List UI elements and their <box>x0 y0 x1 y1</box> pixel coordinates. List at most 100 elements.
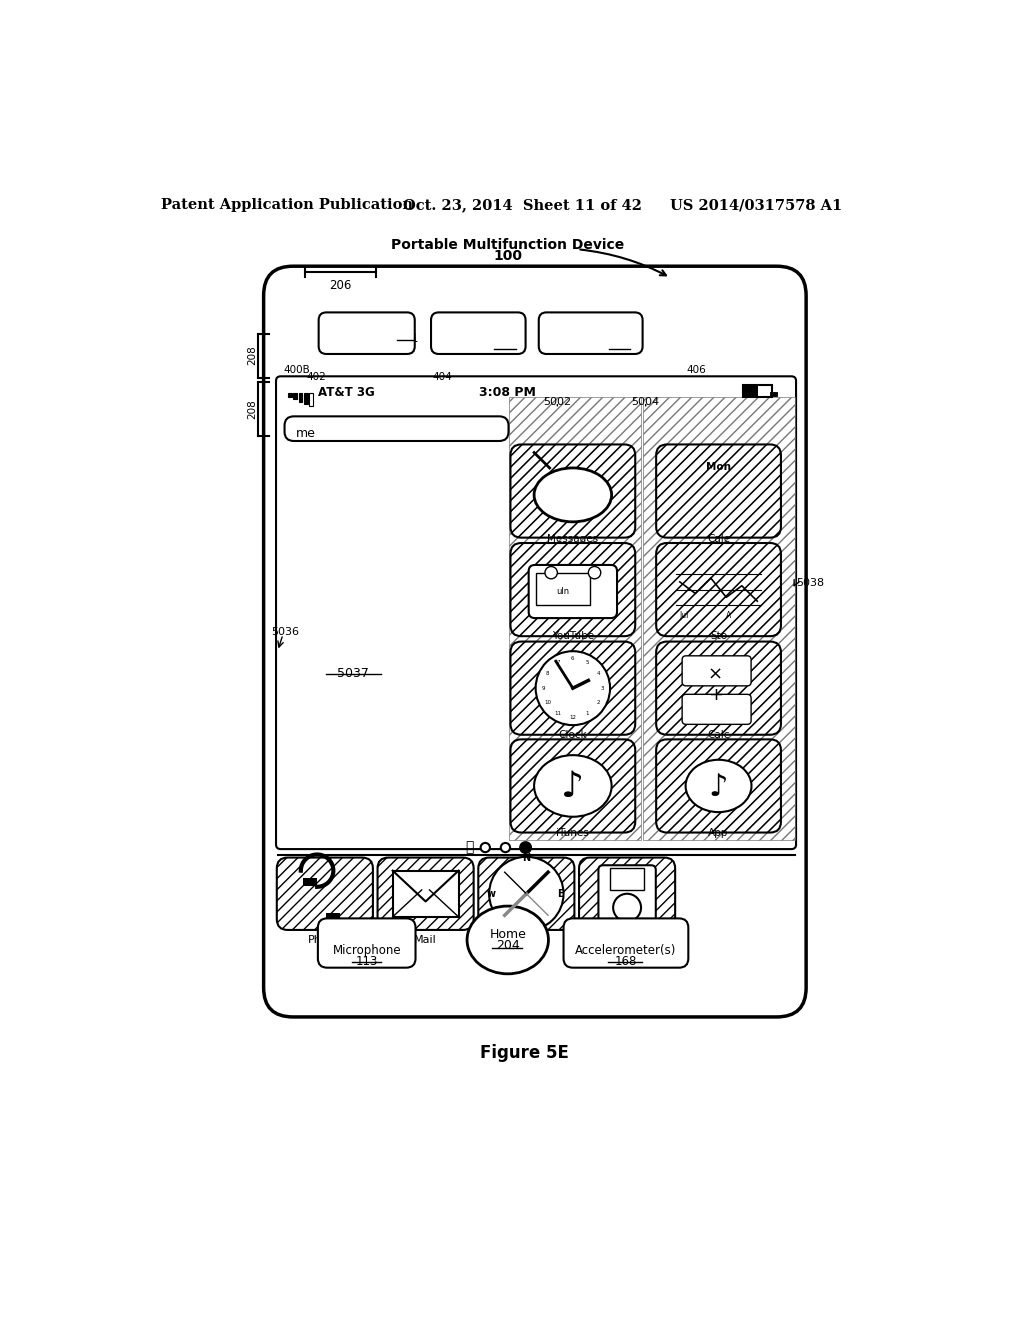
Text: 166: 166 <box>620 339 642 352</box>
Text: N: N <box>522 853 530 863</box>
FancyBboxPatch shape <box>682 694 751 725</box>
Ellipse shape <box>467 906 549 974</box>
Text: iTunes: iTunes <box>556 829 589 838</box>
Text: Safari: Safari <box>510 936 543 945</box>
Text: App: App <box>709 829 729 838</box>
Circle shape <box>489 857 563 931</box>
Text: YouTube: YouTube <box>552 631 594 642</box>
Text: Sensor: Sensor <box>568 339 612 352</box>
Text: 402: 402 <box>306 372 326 383</box>
Text: 204: 204 <box>496 940 519 952</box>
Text: Mail: Mail <box>415 936 437 945</box>
Text: E: E <box>557 888 564 899</box>
FancyBboxPatch shape <box>431 313 525 354</box>
Circle shape <box>613 894 641 921</box>
Text: ⌕: ⌕ <box>465 841 473 854</box>
Bar <box>309 393 313 407</box>
Text: 5038: 5038 <box>796 578 824 587</box>
Ellipse shape <box>686 760 752 812</box>
Text: Oct. 23, 2014  Sheet 11 of 42: Oct. 23, 2014 Sheet 11 of 42 <box>403 198 642 213</box>
Text: 168: 168 <box>614 954 637 968</box>
FancyBboxPatch shape <box>528 565 617 618</box>
Circle shape <box>520 842 531 853</box>
Text: 3:08 PM: 3:08 PM <box>479 387 537 400</box>
Text: 1: 1 <box>586 711 590 715</box>
Text: Figure 5E: Figure 5E <box>480 1044 569 1061</box>
Circle shape <box>545 566 557 578</box>
Text: 6: 6 <box>571 656 574 661</box>
Text: 404: 404 <box>432 372 453 383</box>
Circle shape <box>480 843 489 853</box>
Text: 7: 7 <box>556 660 560 665</box>
Text: iPod: iPod <box>615 936 639 945</box>
Bar <box>610 869 644 890</box>
FancyBboxPatch shape <box>285 416 509 441</box>
Text: Microphone: Microphone <box>333 944 401 957</box>
Text: ♪: ♪ <box>709 774 728 803</box>
FancyBboxPatch shape <box>263 267 806 1016</box>
Circle shape <box>589 566 601 578</box>
Circle shape <box>501 843 510 853</box>
Ellipse shape <box>535 755 611 817</box>
Text: 208: 208 <box>247 399 257 418</box>
Bar <box>304 393 308 404</box>
FancyBboxPatch shape <box>682 656 751 686</box>
Text: 5004: 5004 <box>632 397 659 407</box>
Bar <box>293 393 297 400</box>
Bar <box>327 913 340 921</box>
Text: ♪: ♪ <box>561 771 585 804</box>
FancyBboxPatch shape <box>598 866 655 929</box>
Text: Phone: Phone <box>307 936 342 945</box>
FancyBboxPatch shape <box>276 376 796 849</box>
Bar <box>742 385 772 397</box>
Text: 100: 100 <box>494 249 522 263</box>
Text: Calc: Calc <box>708 730 730 739</box>
Text: uln: uln <box>556 586 569 595</box>
Text: Sensor: Sensor <box>457 339 501 352</box>
Text: Optical: Optical <box>458 330 500 342</box>
Text: +: + <box>708 686 723 704</box>
Text: Speaker: Speaker <box>341 331 392 345</box>
Text: US 2014/0317578 A1: US 2014/0317578 A1 <box>671 198 843 213</box>
Bar <box>288 393 292 397</box>
Text: 206: 206 <box>329 280 351 292</box>
Text: 8: 8 <box>546 671 549 676</box>
FancyBboxPatch shape <box>317 919 416 968</box>
Circle shape <box>536 651 610 725</box>
Text: Patent Application Publication: Patent Application Publication <box>161 198 413 213</box>
Text: 12: 12 <box>569 715 577 719</box>
Text: 4: 4 <box>597 671 600 676</box>
Text: 5037: 5037 <box>337 667 369 680</box>
FancyBboxPatch shape <box>318 313 415 354</box>
Ellipse shape <box>535 469 611 521</box>
Bar <box>744 387 758 396</box>
Text: 164: 164 <box>505 339 527 352</box>
Text: Home: Home <box>489 928 526 941</box>
Bar <box>303 878 317 886</box>
Text: Jul: Jul <box>680 611 689 620</box>
Text: 9: 9 <box>542 685 545 690</box>
Text: 400B: 400B <box>283 364 309 375</box>
Text: Clock: Clock <box>558 730 587 739</box>
Text: 2: 2 <box>597 701 600 705</box>
Text: 208: 208 <box>247 346 257 366</box>
Text: Mon: Mon <box>707 462 731 473</box>
Text: 5: 5 <box>586 660 590 665</box>
Text: Portable Multifunction Device: Portable Multifunction Device <box>391 238 625 252</box>
Bar <box>299 393 302 401</box>
FancyBboxPatch shape <box>539 313 643 354</box>
Text: Proximity: Proximity <box>563 330 618 342</box>
Bar <box>509 397 641 840</box>
Bar <box>643 397 795 840</box>
Text: A: A <box>726 611 731 620</box>
Text: Cale: Cale <box>707 535 730 544</box>
FancyBboxPatch shape <box>536 573 590 605</box>
Text: 10: 10 <box>544 701 551 705</box>
Text: 11: 11 <box>555 711 561 715</box>
Text: AT&T 3G: AT&T 3G <box>317 387 375 400</box>
Text: 406: 406 <box>686 364 706 375</box>
Text: 5036: 5036 <box>271 627 299 636</box>
Bar <box>392 871 459 917</box>
Text: Sto: Sto <box>710 631 727 642</box>
Text: 3: 3 <box>600 685 604 690</box>
